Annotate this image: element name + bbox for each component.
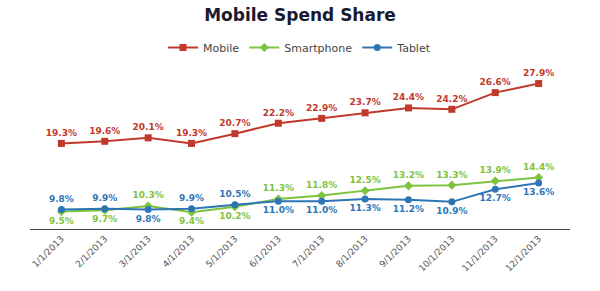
svg-text:Mobile: Mobile xyxy=(203,42,239,55)
svg-text:11.3%: 11.3% xyxy=(349,203,380,213)
svg-text:9.7%: 9.7% xyxy=(92,214,117,224)
svg-text:19.3%: 19.3% xyxy=(176,128,207,138)
svg-text:10.3%: 10.3% xyxy=(133,190,164,200)
svg-text:13.6%: 13.6% xyxy=(523,187,554,197)
svg-text:11.2%: 11.2% xyxy=(393,204,424,214)
svg-text:5/1/2013: 5/1/2013 xyxy=(204,234,240,270)
svg-text:11.0%: 11.0% xyxy=(306,205,337,215)
svg-text:20.7%: 20.7% xyxy=(219,118,250,128)
svg-text:9.9%: 9.9% xyxy=(179,193,204,203)
svg-text:9/1/2013: 9/1/2013 xyxy=(377,234,413,270)
svg-text:12.5%: 12.5% xyxy=(349,175,380,185)
svg-text:13.3%: 13.3% xyxy=(436,170,467,180)
svg-text:9.9%: 9.9% xyxy=(92,193,117,203)
svg-text:13.9%: 13.9% xyxy=(480,165,511,175)
svg-text:9.8%: 9.8% xyxy=(49,194,74,204)
svg-text:7/1/2013: 7/1/2013 xyxy=(291,234,327,270)
svg-text:22.9%: 22.9% xyxy=(306,103,337,113)
svg-text:24.2%: 24.2% xyxy=(436,94,467,104)
svg-text:13.2%: 13.2% xyxy=(393,170,424,180)
svg-text:12/1/2013: 12/1/2013 xyxy=(504,234,544,274)
svg-text:12.7%: 12.7% xyxy=(480,193,511,203)
svg-text:6/1/2013: 6/1/2013 xyxy=(247,234,283,270)
svg-text:9.8%: 9.8% xyxy=(136,214,161,224)
svg-text:26.6%: 26.6% xyxy=(480,77,511,87)
svg-text:9.5%: 9.5% xyxy=(49,216,74,226)
svg-text:11.8%: 11.8% xyxy=(306,180,337,190)
svg-text:19.3%: 19.3% xyxy=(46,128,77,138)
svg-text:10.9%: 10.9% xyxy=(436,206,467,216)
svg-text:8/1/2013: 8/1/2013 xyxy=(334,234,370,270)
svg-text:9.4%: 9.4% xyxy=(179,216,204,226)
svg-text:10.2%: 10.2% xyxy=(219,211,250,221)
svg-text:1/1/2013: 1/1/2013 xyxy=(30,234,66,270)
svg-text:2/1/2013: 2/1/2013 xyxy=(74,234,110,270)
svg-text:19.6%: 19.6% xyxy=(89,126,120,136)
svg-text:3/1/2013: 3/1/2013 xyxy=(117,234,153,270)
svg-text:4/1/2013: 4/1/2013 xyxy=(160,234,196,270)
svg-text:Tablet: Tablet xyxy=(396,42,430,55)
svg-text:27.9%: 27.9% xyxy=(523,68,554,78)
svg-text:23.7%: 23.7% xyxy=(349,97,380,107)
svg-text:24.4%: 24.4% xyxy=(393,92,424,102)
svg-text:11/1/2013: 11/1/2013 xyxy=(460,234,500,274)
svg-text:Mobile Spend Share: Mobile Spend Share xyxy=(204,5,396,25)
svg-text:10/1/2013: 10/1/2013 xyxy=(417,234,457,274)
svg-text:11.0%: 11.0% xyxy=(263,205,294,215)
svg-text:11.3%: 11.3% xyxy=(263,183,294,193)
svg-text:22.2%: 22.2% xyxy=(263,108,294,118)
svg-text:14.4%: 14.4% xyxy=(523,162,554,172)
svg-text:10.5%: 10.5% xyxy=(219,189,250,199)
svg-text:20.1%: 20.1% xyxy=(133,122,164,132)
svg-text:Smartphone: Smartphone xyxy=(284,42,352,55)
